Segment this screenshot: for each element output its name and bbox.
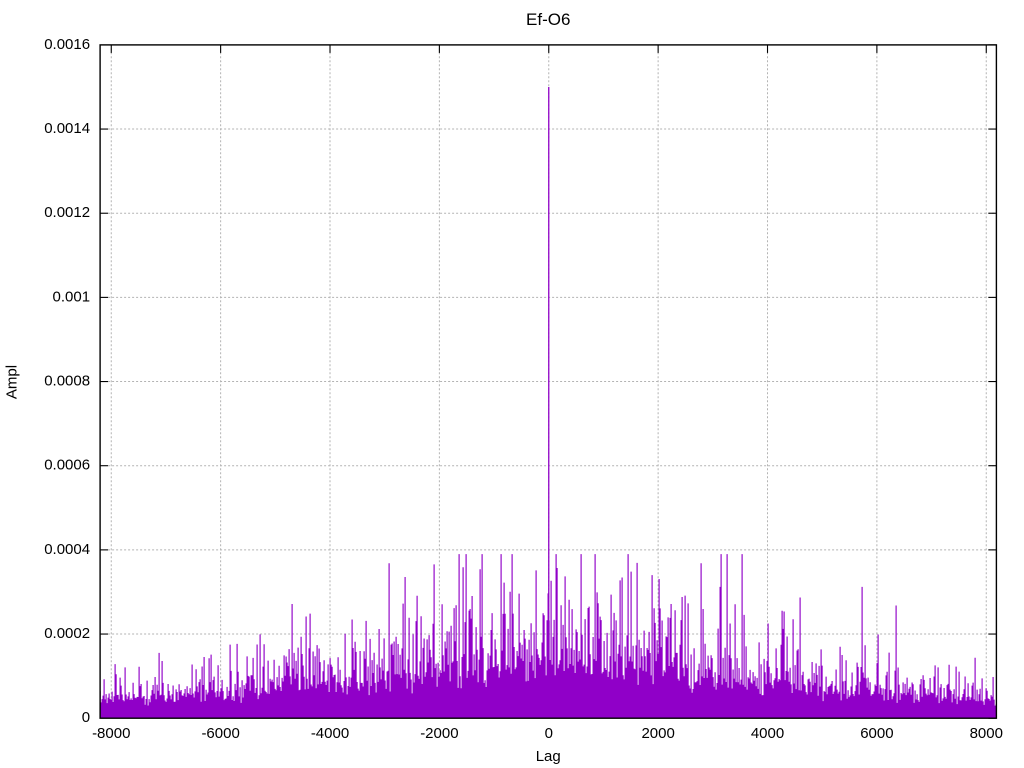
svg-text:-4000: -4000: [311, 725, 349, 742]
svg-text:8000: 8000: [970, 725, 1003, 742]
svg-text:-2000: -2000: [420, 725, 458, 742]
svg-text:2000: 2000: [641, 725, 674, 742]
svg-text:0.0006: 0.0006: [44, 457, 90, 474]
svg-text:0.0004: 0.0004: [44, 541, 90, 558]
svg-text:0: 0: [82, 709, 90, 726]
svg-text:0: 0: [545, 725, 553, 742]
svg-text:0.0016: 0.0016: [44, 36, 90, 53]
svg-text:-8000: -8000: [92, 725, 130, 742]
svg-text:0.001: 0.001: [53, 288, 91, 305]
svg-text:0.0014: 0.0014: [44, 120, 90, 137]
svg-text:6000: 6000: [860, 725, 893, 742]
svg-text:4000: 4000: [751, 725, 784, 742]
svg-text:-6000: -6000: [201, 725, 239, 742]
svg-text:0.0008: 0.0008: [44, 373, 90, 390]
svg-text:0.0002: 0.0002: [44, 625, 90, 642]
svg-text:0.0012: 0.0012: [44, 204, 90, 221]
